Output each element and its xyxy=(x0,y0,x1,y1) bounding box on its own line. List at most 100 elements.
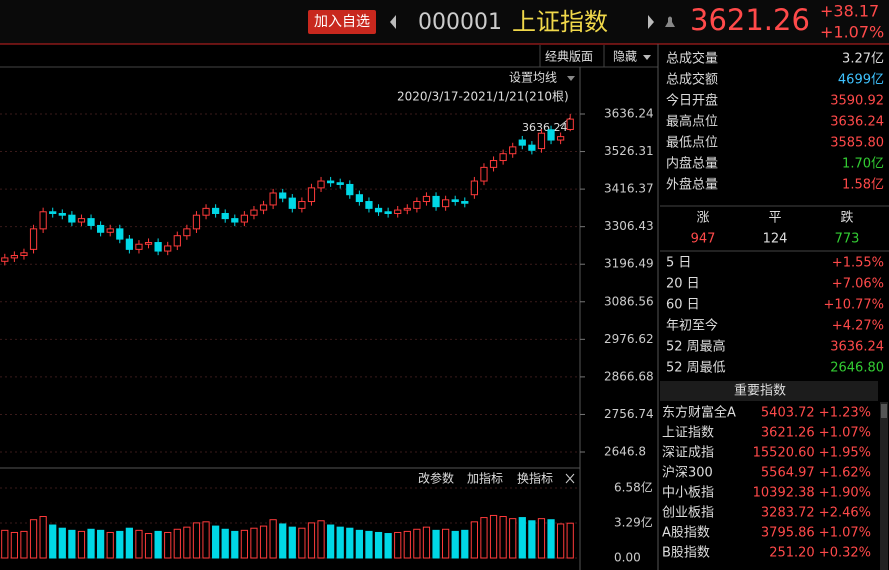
candle-body xyxy=(461,201,469,204)
candle-body xyxy=(20,252,28,257)
y-tick-label: 2976.62 xyxy=(604,332,654,346)
candle-body xyxy=(202,207,210,216)
volume-bar xyxy=(480,517,488,559)
candle-body xyxy=(355,194,363,203)
y-tick-label: 3086.56 xyxy=(604,294,654,308)
candle-body xyxy=(528,144,536,151)
candle-body xyxy=(403,207,411,211)
scrollbar[interactable] xyxy=(880,402,888,570)
volume-bar xyxy=(212,525,220,559)
index-name: 上证指数 xyxy=(662,426,714,441)
volume-bar xyxy=(442,528,450,559)
stat-value: 3.27亿 xyxy=(842,52,884,67)
period-label: 52 周最高 xyxy=(666,339,726,355)
y-tick-label: 2646.8 xyxy=(604,445,646,459)
volume-bar xyxy=(259,525,268,559)
prev-arrow[interactable] xyxy=(390,15,396,29)
stat-label: 最低点位 xyxy=(666,136,718,151)
candle-body xyxy=(336,182,344,185)
volume-bar xyxy=(87,528,95,559)
volume-bar xyxy=(240,529,248,559)
breadth-label: 涨 xyxy=(696,211,709,226)
volume-bar xyxy=(116,530,124,559)
volume-bar xyxy=(125,527,133,559)
period-value: 2646.80 xyxy=(830,361,884,376)
stat-value: 3590.92 xyxy=(830,94,884,109)
volume-bar xyxy=(97,529,105,559)
volume-bar xyxy=(49,524,57,559)
volume-bar xyxy=(557,523,565,559)
stat-value: 3636.24 xyxy=(830,115,884,130)
ma-setting[interactable]: 设置均线 xyxy=(509,71,557,85)
bell-icon[interactable] xyxy=(665,16,675,28)
indices-title: 重要指数 xyxy=(734,383,786,399)
volume-bar xyxy=(269,519,277,559)
candle-body xyxy=(547,129,555,141)
index-name: 东方财富全A xyxy=(662,405,736,421)
volume-bar xyxy=(403,530,411,559)
index-value: 5564.97 +1.62% xyxy=(761,466,871,481)
volume-bar xyxy=(422,526,431,559)
candle-body xyxy=(489,160,498,168)
candle-body xyxy=(451,199,459,203)
volume-bar xyxy=(29,519,38,559)
index-name: 中小板指 xyxy=(662,486,714,501)
stat-label: 今日开盘 xyxy=(666,93,718,109)
candle-body xyxy=(279,192,287,199)
index-value: 3795.86 +1.07% xyxy=(761,526,871,541)
candle-body xyxy=(499,153,507,162)
period-label: 20 日 xyxy=(666,277,700,292)
volume-bar xyxy=(518,517,526,559)
dropdown-arrow[interactable] xyxy=(643,55,651,60)
candle-body xyxy=(480,166,488,182)
period-label: 52 周最低 xyxy=(666,361,726,376)
index-value: 3621.26 +1.07% xyxy=(761,426,871,441)
period-label: 年初至今 xyxy=(666,318,718,334)
volume-bar xyxy=(327,524,335,559)
toolbar-button[interactable]: 隐藏 xyxy=(613,50,637,64)
volume-bar xyxy=(307,522,316,559)
indicator-button[interactable]: 加指标 xyxy=(467,471,503,486)
candle-body xyxy=(77,218,86,223)
y-tick-label: 3636.24 xyxy=(604,107,654,121)
candle-body xyxy=(144,242,153,245)
candle-body xyxy=(365,201,373,209)
indicator-button[interactable]: 换指标 xyxy=(517,471,553,486)
period-value: +4.27% xyxy=(832,319,884,334)
y-tick-label: 3526.31 xyxy=(604,144,654,158)
candle-body xyxy=(288,197,296,209)
candle-body xyxy=(173,235,181,247)
dropdown-arrow[interactable] xyxy=(567,76,575,81)
volume-bar xyxy=(346,527,354,559)
breadth-label: 平 xyxy=(768,211,781,226)
candle-body xyxy=(192,214,201,230)
scrollbar-thumb[interactable] xyxy=(881,404,887,418)
toolbar-button[interactable]: 经典版面 xyxy=(545,50,593,64)
volume-bar xyxy=(106,531,114,559)
candle-body xyxy=(374,207,383,213)
stat-value: 1.70亿 xyxy=(842,157,884,172)
volume-bar xyxy=(413,528,421,559)
volume-bar xyxy=(451,530,459,559)
stat-label: 最高点位 xyxy=(666,114,718,130)
volume-bar xyxy=(1,529,9,559)
candle-body xyxy=(49,211,57,214)
candle-body xyxy=(442,199,450,208)
next-arrow[interactable] xyxy=(648,15,654,29)
indicator-button[interactable]: 改参数 xyxy=(418,471,454,486)
volume-bar xyxy=(537,518,546,559)
add-button-bg[interactable] xyxy=(308,10,376,34)
candle-body xyxy=(384,211,392,214)
period-label: 60 日 xyxy=(666,298,700,313)
volume-bar xyxy=(192,522,201,559)
candle-body xyxy=(221,212,229,220)
volume-bar xyxy=(384,533,392,559)
candle-body xyxy=(269,192,277,206)
candle-body xyxy=(432,195,440,208)
candle-body xyxy=(135,243,143,250)
candle-body xyxy=(68,214,76,223)
add-button[interactable]: 加入自选 xyxy=(314,14,370,30)
close-icon[interactable] xyxy=(565,473,575,484)
price: 3621.26 xyxy=(690,3,810,37)
